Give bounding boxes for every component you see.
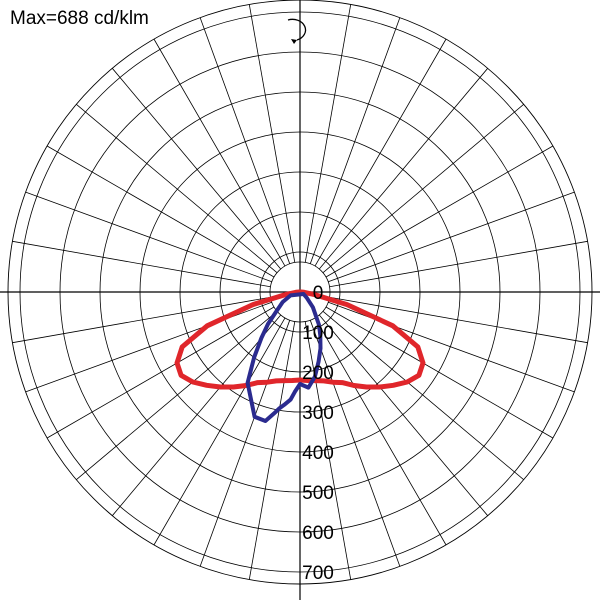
angular-gridline: [46, 306, 275, 439]
radial-tick-label: 700: [302, 563, 334, 584]
angular-gridline: [153, 317, 286, 546]
angular-gridline: [111, 68, 282, 270]
angular-gridline: [25, 191, 272, 283]
radial-tick-label: 400: [302, 443, 334, 464]
angular-gridline: [76, 103, 278, 274]
angular-gridline: [322, 103, 524, 274]
angular-gridline: [325, 306, 554, 439]
angular-gridline: [76, 310, 278, 481]
radial-tick-label: 200: [302, 363, 334, 384]
angular-gridline: [325, 145, 554, 278]
series-curve-2: [245, 292, 323, 423]
angular-gridline: [329, 240, 588, 288]
angular-gridline: [329, 296, 588, 344]
angular-gridline: [318, 68, 489, 270]
angular-gridline: [12, 296, 271, 344]
radial-tick-label: 100: [302, 323, 334, 344]
angular-gridline: [328, 191, 575, 283]
angular-gridline: [46, 145, 275, 278]
angular-gridline: [153, 38, 286, 267]
series-layer: [174, 289, 426, 423]
radial-tick-label: 500: [302, 483, 334, 504]
radial-tick-label: 300: [302, 403, 334, 424]
series-curve-1: [174, 289, 426, 390]
angular-grid: [8, 0, 592, 584]
angular-gridline: [318, 314, 489, 516]
angular-gridline: [12, 240, 271, 288]
angular-gridline: [111, 314, 282, 516]
angular-gridline: [322, 310, 524, 481]
radial-tick-label: 600: [302, 523, 334, 544]
chart-title: Max=688 cd/klm: [10, 8, 149, 29]
angular-gridline: [309, 320, 401, 567]
angular-gridline: [199, 17, 291, 264]
radial-tick-labels: 0 100 200 300 400 500 600 700: [302, 283, 334, 584]
angular-gridline: [199, 320, 291, 567]
angular-gridline: [248, 4, 296, 263]
angular-gridline: [314, 317, 447, 546]
angular-gridline: [309, 17, 401, 264]
angular-gridline: [304, 4, 352, 263]
radial-tick-label: 0: [313, 283, 324, 304]
rotation-arrows-icon: [287, 12, 307, 44]
angular-gridline: [304, 321, 352, 580]
angular-gridline: [248, 321, 296, 580]
angular-gridline: [314, 38, 447, 267]
